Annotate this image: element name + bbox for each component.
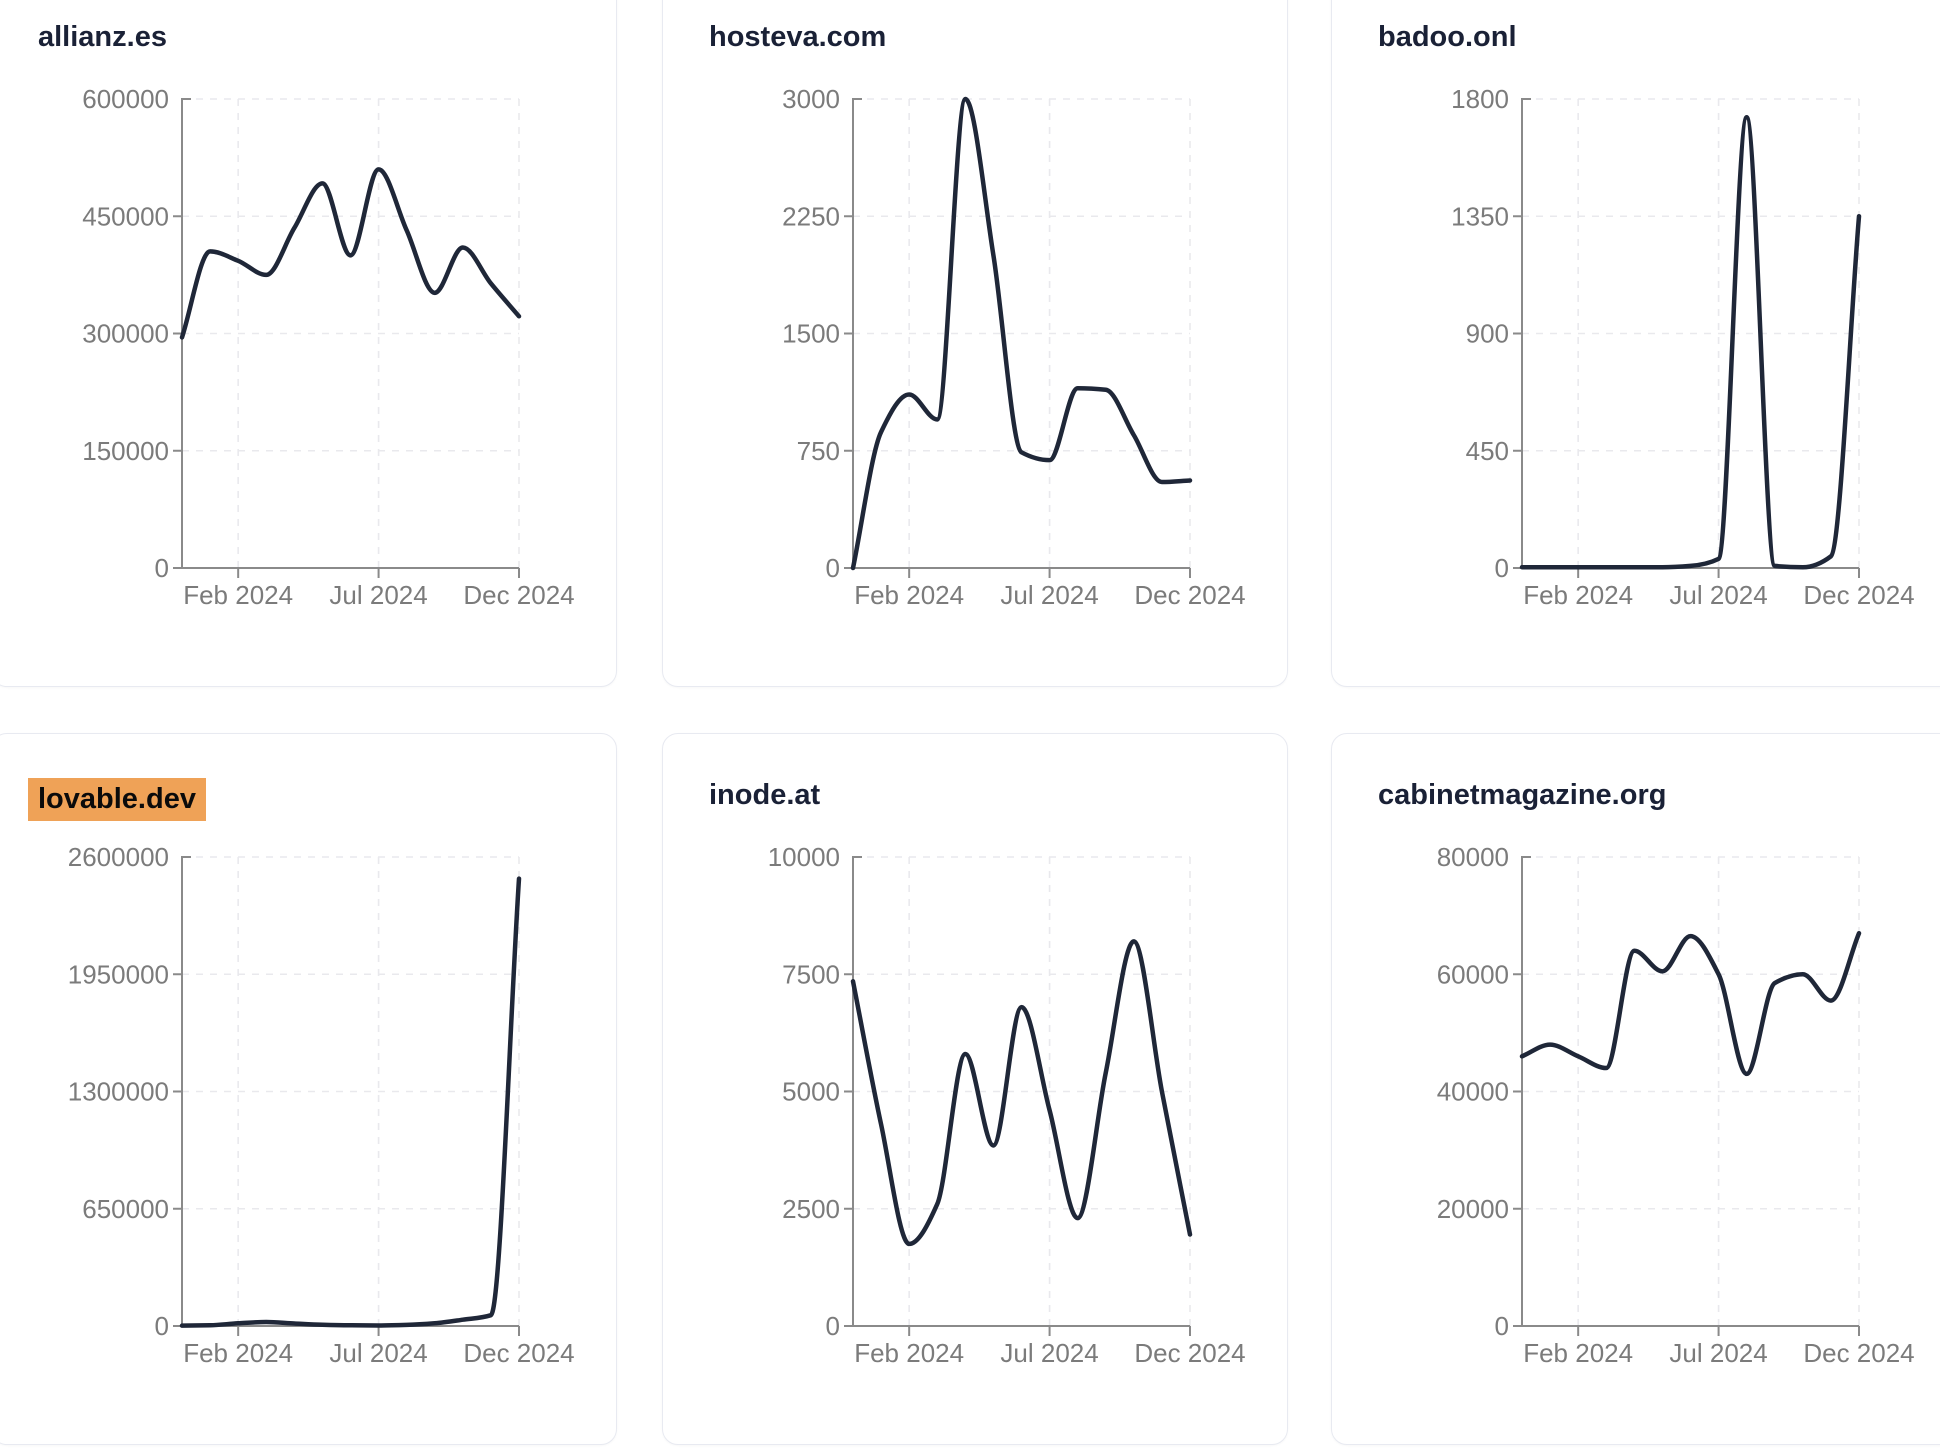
x-tick-label: Feb 2024 (183, 1338, 293, 1368)
data-line (850, 939, 1193, 1247)
x-tick-label: Feb 2024 (854, 580, 964, 610)
line-chart-cabinetmagazine-org: 0 20000 40000 60000 80000 Feb 2024 Jul 2024 Dec… (1437, 842, 1915, 1368)
y-tick-label: 150000 (82, 436, 169, 466)
chart-card-hosteva-com[interactable]: hosteva.com 0 750 1500 2250 3000 Feb 2024 Jul … (662, 0, 1288, 687)
chart-title-inode-at: inode.at (709, 778, 820, 813)
y-tick-label: 1350 (1451, 201, 1509, 231)
x-tick-label: Feb 2024 (1523, 1338, 1633, 1368)
y-tick-label: 1300000 (68, 1077, 169, 1107)
y-tick-label: 10000 (768, 842, 840, 872)
x-tick-label: Feb 2024 (183, 580, 293, 610)
chart-title-text: lovable.dev (28, 778, 206, 821)
y-tick-label: 0 (826, 1311, 840, 1341)
y-tick-label: 2600000 (68, 842, 169, 872)
y-tick-label: 1500 (782, 319, 840, 349)
y-tick-label: 900 (1466, 319, 1509, 349)
chart-card-lovable-dev[interactable]: lovable.dev 0 650000 1300000 1950000 2600000… (0, 733, 617, 1445)
y-tick-label: 650000 (82, 1194, 169, 1224)
y-tick-label: 0 (155, 1311, 169, 1341)
y-tick-label: 0 (155, 553, 169, 583)
chart-title-badoo-onl: badoo.onl (1378, 20, 1517, 55)
chart-title-text: hosteva.com (709, 21, 887, 53)
chart-card-inode-at[interactable]: inode.at 0 2500 5000 7500 10000 Feb 2024 Jul 2… (662, 733, 1288, 1445)
chart-title-text: badoo.onl (1378, 21, 1517, 53)
line-chart-badoo-onl: 0 450 900 1350 1800 Feb 2024 Jul 2024 Dec 2024 (1451, 84, 1915, 610)
y-tick-label: 20000 (1437, 1194, 1509, 1224)
line-chart-inode-at: 0 2500 5000 7500 10000 Feb 2024 Jul 2024 Dec 20… (768, 842, 1246, 1368)
y-tick-label: 2500 (782, 1194, 840, 1224)
data-line (850, 96, 1193, 571)
y-tick-label: 80000 (1437, 842, 1509, 872)
data-line (179, 876, 522, 1328)
chart-title-cabinetmagazine-org: cabinetmagazine.org (1378, 778, 1666, 813)
line-chart-hosteva-com: 0 750 1500 2250 3000 Feb 2024 Jul 2024 Dec 2024 (782, 84, 1246, 610)
x-tick-label: Dec 2024 (1134, 1338, 1245, 1368)
x-tick-label: Jul 2024 (1669, 1338, 1767, 1368)
data-line (1519, 930, 1862, 1077)
line-chart-lovable-dev: 0 650000 1300000 1950000 2600000 Feb 2024 Jul … (68, 842, 575, 1368)
chart-title-hosteva-com: hosteva.com (709, 20, 886, 55)
y-tick-label: 1800 (1451, 84, 1509, 114)
x-tick-label: Feb 2024 (854, 1338, 964, 1368)
data-line (179, 167, 522, 340)
y-tick-label: 60000 (1437, 959, 1509, 989)
chart-card-badoo-onl[interactable]: badoo.onl 0 450 900 1350 1800 Feb 2024 Jul 202… (1331, 0, 1940, 687)
chart-title-text: cabinetmagazine.org (1378, 779, 1667, 811)
y-tick-label: 2250 (782, 201, 840, 231)
chart-title-allianz-es: allianz.es (38, 20, 167, 55)
x-tick-label: Dec 2024 (1803, 580, 1914, 610)
chart-card-allianz-es[interactable]: allianz.es 0 150000 300000 450000 600000 Feb … (0, 0, 617, 687)
x-tick-label: Jul 2024 (1000, 1338, 1098, 1368)
y-tick-label: 0 (1495, 553, 1509, 583)
line-chart-allianz-es: 0 150000 300000 450000 600000 Feb 2024 Jul 202… (82, 84, 574, 610)
y-tick-label: 3000 (782, 84, 840, 114)
y-tick-label: 750 (797, 436, 840, 466)
y-tick-label: 1950000 (68, 959, 169, 989)
y-tick-label: 0 (826, 553, 840, 583)
x-tick-label: Jul 2024 (1669, 580, 1767, 610)
chart-title-text: inode.at (709, 779, 821, 811)
x-tick-label: Jul 2024 (1000, 580, 1098, 610)
y-tick-label: 5000 (782, 1077, 840, 1107)
x-tick-label: Dec 2024 (1134, 580, 1245, 610)
x-tick-label: Jul 2024 (329, 1338, 427, 1368)
y-tick-label: 450000 (82, 201, 169, 231)
y-tick-label: 7500 (782, 959, 840, 989)
data-line (1519, 114, 1862, 570)
y-tick-label: 600000 (82, 84, 169, 114)
y-tick-label: 40000 (1437, 1077, 1509, 1107)
x-tick-label: Dec 2024 (463, 1338, 574, 1368)
chart-card-cabinetmagazine-org[interactable]: cabinetmagazine.org 0 20000 40000 60000 8000… (1331, 733, 1940, 1445)
y-tick-label: 300000 (82, 319, 169, 349)
y-tick-label: 0 (1495, 1311, 1509, 1341)
chart-title-lovable-dev: lovable.dev (28, 778, 206, 821)
x-tick-label: Dec 2024 (1803, 1338, 1914, 1368)
y-tick-label: 450 (1466, 436, 1509, 466)
x-tick-label: Feb 2024 (1523, 580, 1633, 610)
x-tick-label: Jul 2024 (329, 580, 427, 610)
x-tick-label: Dec 2024 (463, 580, 574, 610)
chart-title-text: allianz.es (38, 21, 167, 53)
